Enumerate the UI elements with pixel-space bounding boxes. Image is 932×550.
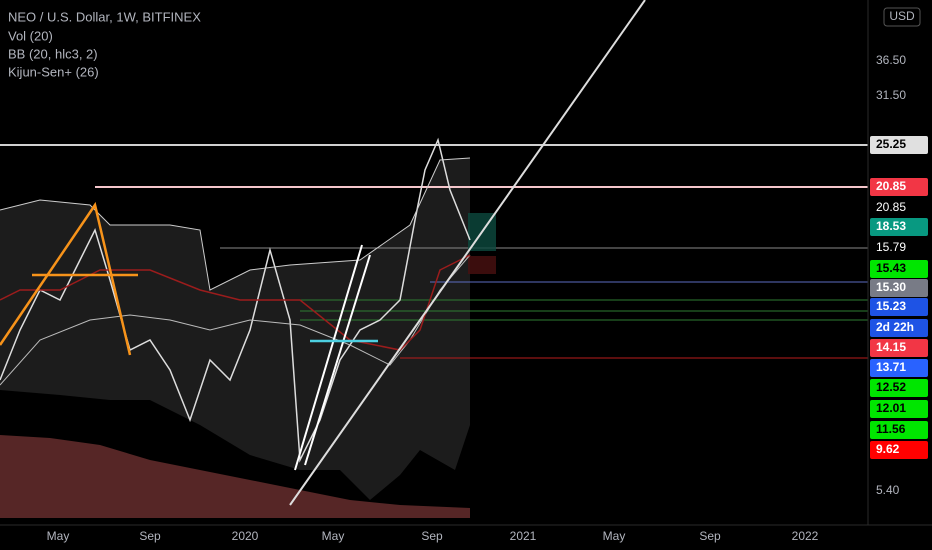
position-box [468, 256, 496, 274]
time-label: 2022 [792, 529, 819, 543]
price-label: 2d 22h [876, 320, 914, 334]
price-label-box [870, 136, 928, 154]
time-label: May [322, 529, 345, 543]
price-label-box [870, 298, 928, 316]
indicator: Kijun-Sen+ (26) [8, 64, 99, 79]
currency-box [883, 7, 921, 27]
price-label-box [870, 400, 928, 418]
price-label-box [870, 319, 928, 337]
price-label: 15.23 [876, 299, 906, 313]
price-label: 18.53 [876, 219, 906, 233]
price-label: 36.50 [876, 53, 906, 67]
price-label: 20.85 [876, 200, 906, 214]
time-label: 2020 [232, 529, 259, 543]
price-label: 9.62 [876, 442, 900, 456]
price-label: 14.15 [876, 340, 906, 354]
price-label: 15.79 [876, 240, 906, 254]
time-label: Sep [699, 529, 721, 543]
time-label: 2021 [510, 529, 537, 543]
price-line [0, 137, 471, 463]
price-label: 13.71 [876, 360, 906, 374]
price-label: 31.50 [876, 88, 906, 102]
trend-line [289, 0, 646, 506]
time-label: Sep [421, 529, 443, 543]
time-label: May [603, 529, 626, 543]
symbol-title: NEO / U.S. Dollar, 1W, BITFINEX [8, 9, 201, 24]
price-label: 11.56 [876, 422, 906, 436]
price-label-box [870, 359, 928, 377]
price-label-box [870, 218, 928, 236]
price-label-box [870, 339, 928, 357]
volume-area [0, 435, 470, 518]
indicator: Vol (20) [8, 28, 53, 43]
bb-upper [0, 157, 471, 291]
price-label-box [870, 279, 928, 297]
price-label-box [870, 441, 928, 459]
currency-label: USD [889, 9, 915, 23]
price-label-box [870, 379, 928, 397]
kijun-line [0, 254, 471, 351]
price-label-box [870, 260, 928, 278]
price-label-box [870, 421, 928, 439]
price-label: 15.43 [876, 261, 906, 275]
price-label: 12.01 [876, 401, 906, 415]
trend-line [304, 254, 371, 466]
price-label-box [870, 178, 928, 196]
price-label: 12.52 [876, 380, 906, 394]
orange-drawing [0, 201, 132, 356]
indicator: BB (20, hlc3, 2) [8, 46, 98, 61]
price-label: 15.30 [876, 280, 906, 294]
time-label: Sep [139, 529, 161, 543]
trend-line [294, 244, 363, 471]
price-label: 5.40 [876, 483, 900, 497]
price-label: 25.25 [876, 137, 906, 151]
price-label: 20.85 [876, 179, 906, 193]
time-label: May [47, 529, 70, 543]
